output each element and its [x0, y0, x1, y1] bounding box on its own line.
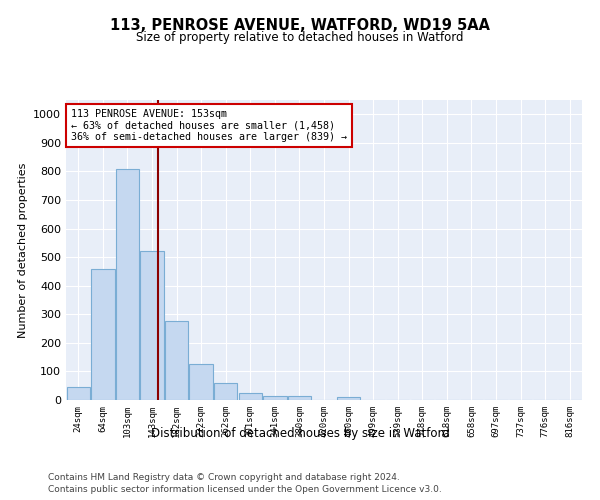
Bar	[67, 387, 90, 400]
Text: Size of property relative to detached houses in Watford: Size of property relative to detached ho…	[136, 32, 464, 44]
Text: Contains HM Land Registry data © Crown copyright and database right 2024.: Contains HM Land Registry data © Crown c…	[48, 472, 400, 482]
Text: 113 PENROSE AVENUE: 153sqm
← 63% of detached houses are smaller (1,458)
36% of s: 113 PENROSE AVENUE: 153sqm ← 63% of deta…	[71, 109, 347, 142]
Text: Distribution of detached houses by size in Watford: Distribution of detached houses by size …	[151, 428, 449, 440]
Bar	[263, 396, 287, 400]
Bar	[239, 393, 262, 400]
Bar	[116, 168, 139, 400]
Bar	[91, 268, 115, 400]
Bar	[140, 252, 164, 400]
Bar	[214, 383, 238, 400]
Text: 113, PENROSE AVENUE, WATFORD, WD19 5AA: 113, PENROSE AVENUE, WATFORD, WD19 5AA	[110, 18, 490, 32]
Y-axis label: Number of detached properties: Number of detached properties	[17, 162, 28, 338]
Bar	[190, 364, 213, 400]
Bar	[165, 322, 188, 400]
Bar	[337, 397, 360, 400]
Bar	[288, 396, 311, 400]
Text: Contains public sector information licensed under the Open Government Licence v3: Contains public sector information licen…	[48, 485, 442, 494]
